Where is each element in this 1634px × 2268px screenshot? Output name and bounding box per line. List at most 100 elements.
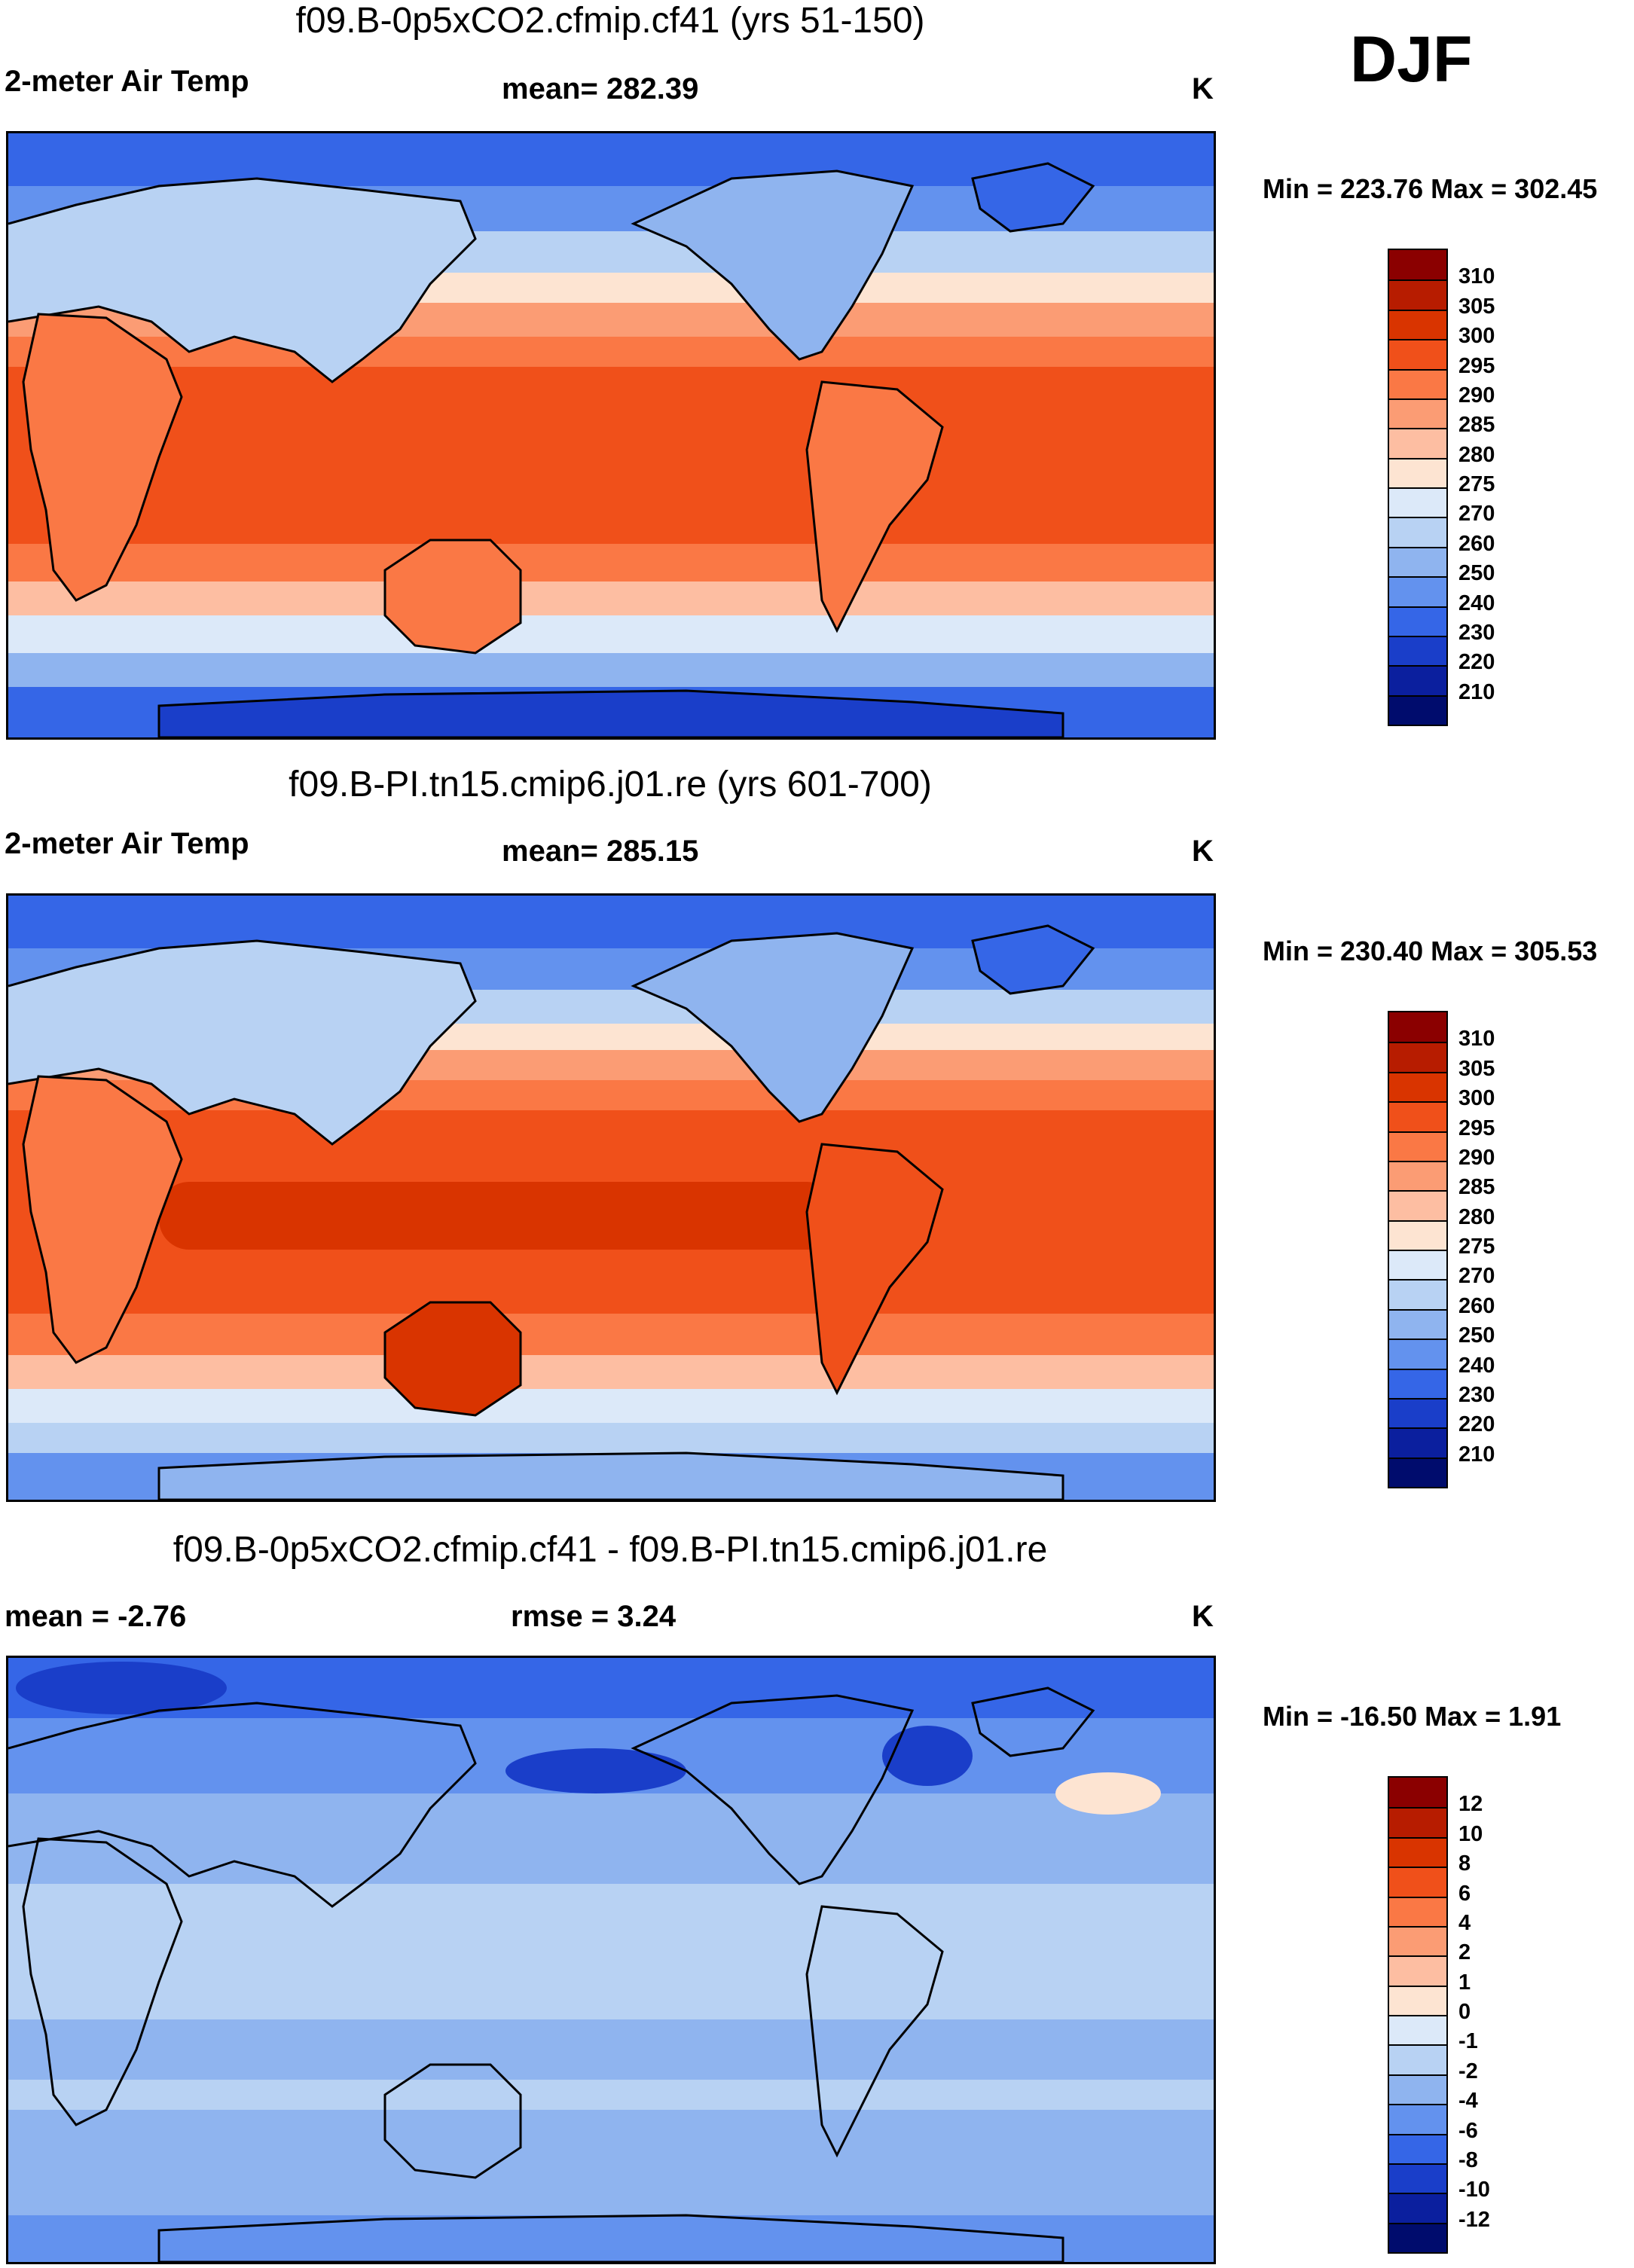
colorbar-cell [1389, 1807, 1446, 1837]
colorbar-label: 310 [1458, 1027, 1495, 1052]
colorbar-label: 250 [1458, 1323, 1495, 1348]
colorbar-cell [1389, 635, 1446, 666]
panel-2-colorbar [1388, 1011, 1448, 1488]
panel-2-minmax: Min = 230.40 Max = 305.53 [1263, 936, 1598, 966]
colorbar-cell [1389, 250, 1446, 280]
panel-3-rmse-label: rmse = 3.24 [511, 1600, 677, 1633]
colorbar-cell [1389, 1279, 1446, 1309]
colorbar-label: 300 [1458, 324, 1495, 349]
colorbar-label: 295 [1458, 353, 1495, 378]
panel-3-title: f09.B-0p5xCO2.cfmip.cf41 - f09.B-PI.tn15… [173, 1530, 1048, 1570]
colorbar-label: 2 [1458, 1940, 1471, 1965]
colorbar-label: 10 [1458, 1821, 1483, 1846]
colorbar-label: 230 [1458, 620, 1495, 645]
panel-2-variable-label: 2-meter Air Temp [5, 827, 249, 860]
colorbar-label: 220 [1458, 650, 1495, 675]
colorbar-label: -2 [1458, 2059, 1478, 2083]
colorbar-cell [1389, 1955, 1446, 1986]
colorbar-cell [1389, 309, 1446, 340]
panel-3-mean-label: mean = -2.76 [5, 1600, 187, 1633]
south-america [805, 380, 944, 633]
colorbar-label: 310 [1458, 264, 1495, 289]
panel-1-title: f09.B-0p5xCO2.cfmip.cf41 (yrs 51-150) [295, 1, 925, 41]
panel-2-title: f09.B-PI.tn15.cmip6.j01.re (yrs 601-700) [289, 765, 932, 804]
colorbar-label: 270 [1458, 502, 1495, 527]
colorbar-label: -4 [1458, 2089, 1478, 2114]
colorbar-label: -10 [1458, 2178, 1490, 2202]
colorbar-cell [1389, 1836, 1446, 1867]
colorbar-label: 4 [1458, 1910, 1471, 1935]
antarctica [157, 689, 1064, 737]
colorbar-cell [1389, 1896, 1446, 1926]
panel-2-map-svg [8, 896, 1214, 1500]
colorbar-cell [1389, 1397, 1446, 1428]
colorbar-cell [1389, 1012, 1446, 1042]
panel-3-unit-label: K [1192, 1600, 1214, 1633]
band-tropics [8, 367, 1214, 544]
north-america [631, 169, 915, 361]
colorbar-label: -6 [1458, 2118, 1478, 2143]
colorbar-label: 210 [1458, 1442, 1495, 1467]
colorbar-cell [1389, 694, 1446, 725]
colorbar-label: 290 [1458, 1145, 1495, 1170]
colorbar-label: 210 [1458, 679, 1495, 704]
colorbar-cell [1389, 1457, 1446, 1487]
colorbar-cell [1389, 1160, 1446, 1191]
colorbar-cell [1389, 1867, 1446, 1897]
colorbar-label: 275 [1458, 1235, 1495, 1259]
colorbar-cell [1389, 1308, 1446, 1339]
panel-3-colorbar-labels: 12 10 8 6 4 2 1 0 -1 -2 -4 -6 -8 -10 -12 [1458, 1776, 1549, 2254]
panel-1-colorbar [1388, 249, 1448, 726]
panel-1-variable-label: 2-meter Air Temp [5, 65, 249, 98]
colorbar-cell [1389, 517, 1446, 547]
colorbar-label: 270 [1458, 1264, 1495, 1289]
colorbar-cell [1389, 2074, 1446, 2105]
panel-2-colorbar-labels: 310 305 300 295 290 285 280 275 270 260 250 240 230 2… [1458, 1011, 1549, 1488]
colorbar-cell [1389, 606, 1446, 636]
colorbar-cell [1389, 2163, 1446, 2193]
panel-1-minmax: Min = 223.76 Max = 302.45 [1263, 173, 1598, 204]
colorbar-label: 280 [1458, 1204, 1495, 1229]
colorbar-label: 220 [1458, 1412, 1495, 1437]
africa [22, 313, 183, 602]
panel-3-map-svg [8, 1658, 1214, 2262]
colorbar-label: -12 [1458, 2207, 1490, 2232]
colorbar-label: 275 [1458, 472, 1495, 496]
colorbar-cell [1389, 1071, 1446, 1102]
colorbar-cell [1389, 398, 1446, 429]
panel-2-mean-label: mean= 285.15 [502, 835, 699, 868]
band-south-mid [8, 581, 1214, 615]
band-south-cold [8, 653, 1214, 687]
colorbar-cell [1389, 2104, 1446, 2134]
colorbar-label: -1 [1458, 2029, 1478, 2054]
colorbar-cell [1389, 1368, 1446, 1398]
colorbar-cell [1389, 1190, 1446, 1220]
colorbar-cell [1389, 1339, 1446, 1369]
colorbar-label: 0 [1458, 2000, 1471, 2024]
colorbar-label: 305 [1458, 294, 1495, 319]
colorbar-label: 1 [1458, 1970, 1471, 1995]
panel-1-unit-label: K [1192, 72, 1214, 105]
panel-3-colorbar [1388, 1776, 1448, 2254]
colorbar-cell [1389, 1778, 1446, 1808]
colorbar-cell [1389, 1101, 1446, 1131]
colorbar-label: 12 [1458, 1792, 1483, 1817]
colorbar-cell [1389, 487, 1446, 517]
colorbar-cell [1389, 546, 1446, 577]
colorbar-label: 305 [1458, 1056, 1495, 1081]
colorbar-cell [1389, 2015, 1446, 2045]
colorbar-cell [1389, 1042, 1446, 1072]
colorbar-cell [1389, 2193, 1446, 2223]
colorbar-label: 260 [1458, 531, 1495, 556]
colorbar-cell [1389, 2133, 1446, 2163]
panel-1-map [6, 131, 1216, 740]
colorbar-label: 250 [1458, 561, 1495, 586]
panel-2-unit-label: K [1192, 835, 1214, 868]
colorbar-cell [1389, 2222, 1446, 2252]
colorbar-cell [1389, 1925, 1446, 1956]
greenland [971, 162, 1095, 233]
colorbar-cell [1389, 1219, 1446, 1250]
colorbar-label: 260 [1458, 1293, 1495, 1318]
australia [383, 539, 522, 655]
eurasia [8, 177, 477, 383]
